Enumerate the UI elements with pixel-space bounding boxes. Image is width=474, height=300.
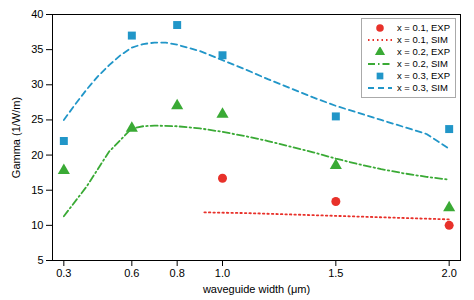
html-text:x = 0.2, EXP: x = 0.2, EXP (396, 46, 450, 57)
svg-text:0.6: 0.6 (124, 267, 139, 279)
html-text:x = 0.2, SIM: x = 0.2, SIM (396, 58, 448, 69)
svg-text:40: 40 (31, 8, 43, 20)
svg-text:2.0: 2.0 (442, 267, 457, 279)
svg-text:waveguide width (μm): waveguide width (μm) (202, 283, 310, 295)
svg-text:25: 25 (31, 113, 43, 125)
svg-text:35: 35 (31, 43, 43, 55)
svg-text:Gamma (1/W/m): Gamma (1/W/m) (10, 97, 22, 178)
svg-text:10: 10 (31, 219, 43, 231)
svg-text:0.3: 0.3 (56, 267, 71, 279)
html-text:x = 0.1, EXP: x = 0.1, EXP (396, 22, 450, 33)
html-text:x = 0.3, SIM: x = 0.3, SIM (396, 82, 448, 93)
html-text:x = 0.3, EXP: x = 0.3, EXP (396, 70, 450, 81)
svg-text:1.5: 1.5 (328, 267, 343, 279)
svg-text:30: 30 (31, 78, 43, 90)
svg-text:1.0: 1.0 (215, 267, 230, 279)
svg-text:15: 15 (31, 184, 43, 196)
svg-text:0.8: 0.8 (170, 267, 185, 279)
html-text:x = 0.1, SIM: x = 0.1, SIM (396, 34, 448, 45)
svg-text:20: 20 (31, 149, 43, 161)
svg-text:5: 5 (37, 254, 43, 266)
